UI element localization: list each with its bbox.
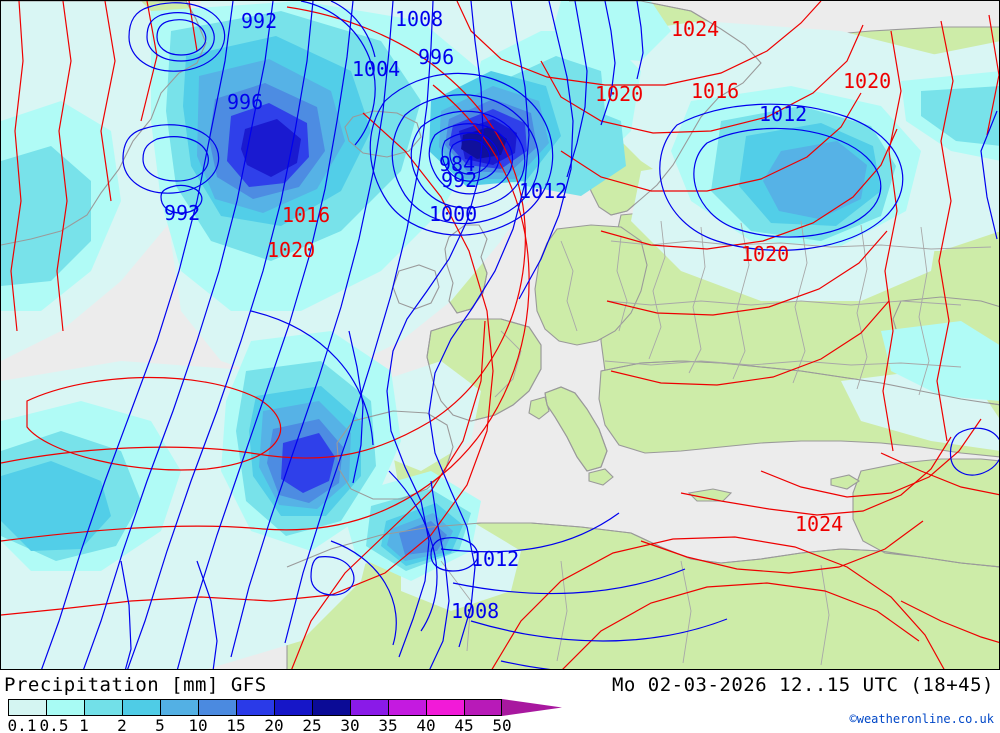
colorbar-tick-45: 45 xyxy=(454,716,474,733)
isobar-label: 1000 xyxy=(429,202,477,226)
colorbar-segment-5 xyxy=(160,699,198,716)
isobar-label: 996 xyxy=(227,90,263,114)
colorbar-segment-0.1 xyxy=(8,699,46,716)
forecast-datetime: Mo 02-03-2026 12..15 UTC (18+45) xyxy=(611,674,994,696)
footer: Precipitation [mm] GFS Mo 02-03-2026 12.… xyxy=(0,670,1000,733)
isobar-label: 1012 xyxy=(759,102,807,126)
isobar-label: 1012 xyxy=(519,179,567,203)
colorbar-segment-15 xyxy=(236,699,274,716)
colorbar-tick-5: 5 xyxy=(155,716,165,733)
colorbar-tick-40: 40 xyxy=(416,716,436,733)
isobar-label: 1024 xyxy=(671,17,719,41)
isobar-label: 1008 xyxy=(395,7,443,31)
colorbar-tick-10: 10 xyxy=(188,716,208,733)
colorbar-segment-40 xyxy=(426,699,464,716)
page-title: Precipitation [mm] GFS xyxy=(4,674,267,696)
colorbar-segment-25 xyxy=(312,699,350,716)
colorbar-tick-15: 15 xyxy=(226,716,246,733)
colorbar-segment-10 xyxy=(198,699,236,716)
colorbar-segment-0.5 xyxy=(46,699,84,716)
isobar-labels: 992 1008 996 1004 996 1024 1020 1016 102… xyxy=(164,7,891,623)
colorbar-segment-35 xyxy=(388,699,426,716)
isobar-label: 992 xyxy=(241,9,277,33)
copyright-notice: ©weatheronline.co.uk xyxy=(849,712,995,726)
precipitation-colorbar[interactable]: 0.1 0.5 1 2 5 10 15 20 25 30 35 40 45 50 xyxy=(8,699,564,733)
isobar-label: 1004 xyxy=(352,57,400,81)
isobar-label: 1020 xyxy=(595,82,643,106)
colorbar-tick-20: 20 xyxy=(264,716,284,733)
colorbar-tick-35: 35 xyxy=(378,716,398,733)
isobar-label: 1020 xyxy=(843,69,891,93)
colorbar-tick-50: 50 xyxy=(492,716,512,733)
colorbar-tick-0.1: 0.1 xyxy=(7,716,37,733)
isobar-label: 1016 xyxy=(282,203,330,227)
isobar-label: 1020 xyxy=(267,238,315,262)
isobar-label: 1020 xyxy=(741,242,789,266)
isobar-label: 1024 xyxy=(795,512,843,536)
isobar-label: 992 xyxy=(441,168,477,192)
colorbar-segment-45 xyxy=(464,699,502,716)
country-borders xyxy=(440,220,992,666)
map-panel[interactable]: 992 1008 996 1004 996 1024 1020 1016 102… xyxy=(0,0,1000,670)
isobar-label: 992 xyxy=(164,201,200,225)
colorbar-tick-0.5: 0.5 xyxy=(39,716,69,733)
colorbar-tick-30: 30 xyxy=(340,716,360,733)
weather-map-svg[interactable]: 992 1008 996 1004 996 1024 1020 1016 102… xyxy=(1,1,1000,670)
colorbar-swatches xyxy=(8,699,502,716)
isobar-label: 996 xyxy=(418,45,454,69)
isobar-label: 984 xyxy=(439,152,475,176)
colorbar-segment-20 xyxy=(274,699,312,716)
colorbar-segment-1 xyxy=(84,699,122,716)
isobar-label: 1012 xyxy=(471,547,519,571)
isobar-label: 1008 xyxy=(451,599,499,623)
colorbar-segment-30 xyxy=(350,699,388,716)
colorbar-tick-labels: 0.1 0.5 1 2 5 10 15 20 25 30 35 40 45 50 xyxy=(8,716,562,733)
isobars-low xyxy=(41,1,999,669)
colorbar-tick-2: 2 xyxy=(117,716,127,733)
colorbar-tick-25: 25 xyxy=(302,716,322,733)
isobar-label: 1016 xyxy=(691,79,739,103)
colorbar-overflow-arrow xyxy=(502,699,562,716)
colorbar-tick-1: 1 xyxy=(79,716,89,733)
colorbar-segment-2 xyxy=(122,699,160,716)
